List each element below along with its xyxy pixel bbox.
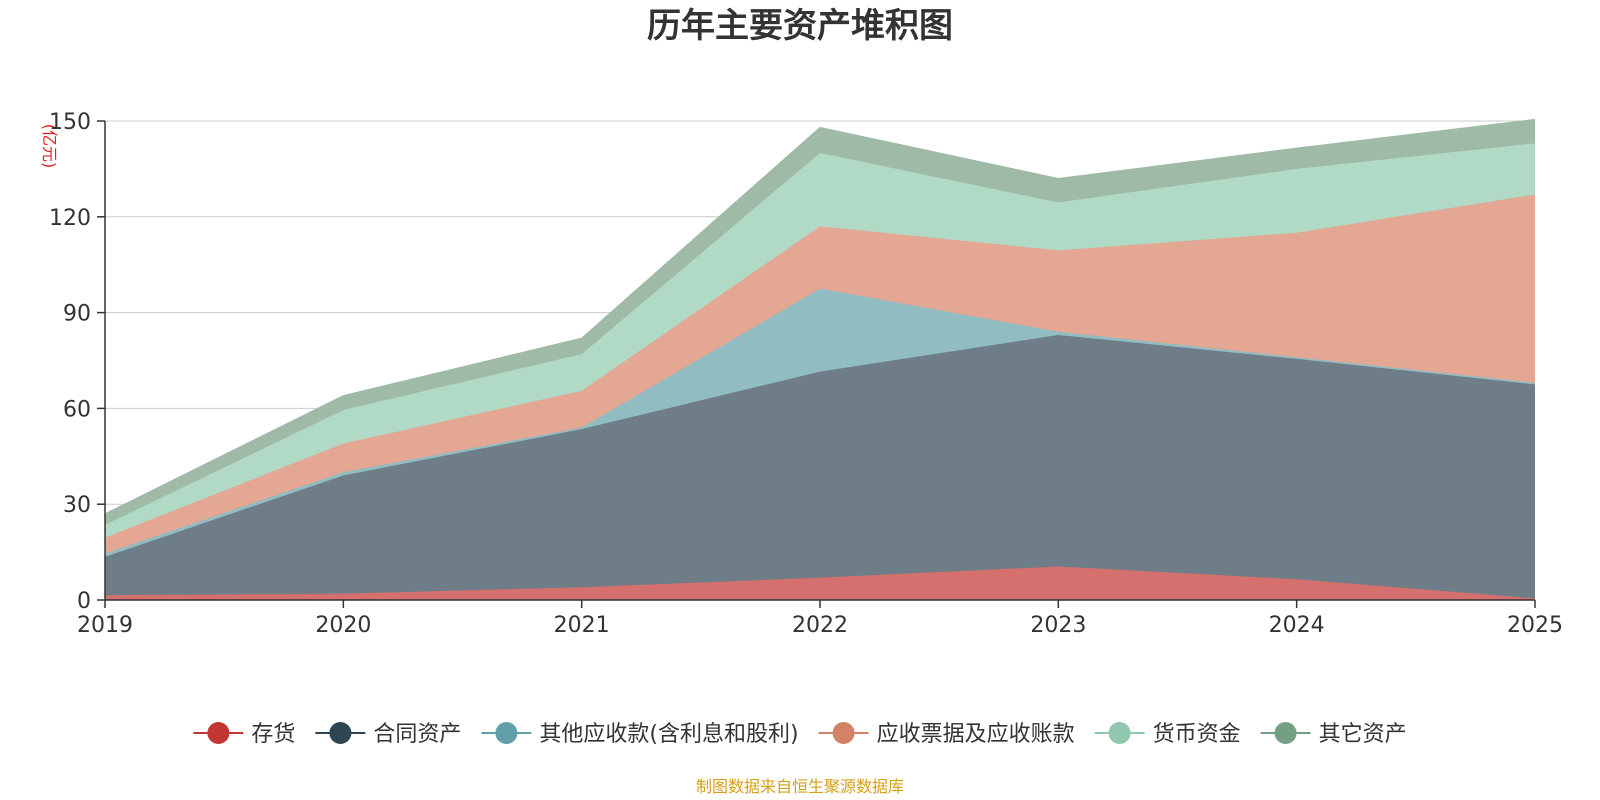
legend-label: 其他应收款(含利息和股利) [539,722,798,747]
legend-marker-circle [1108,722,1131,744]
area-series-line-6 [104,118,1536,515]
x-tick-label: 2023 [1030,613,1086,638]
area-series-group [104,118,1536,600]
x-tick-label: 2025 [1507,613,1563,638]
legend-item-6[interactable]: 其它资产 [1260,722,1407,747]
area-series-2 [105,334,1535,599]
x-axis-tick-labels: 2019 2020 2021 2022 2023 2024 2025 [77,613,1563,638]
legend-marker-circle [207,722,230,744]
y-tick-label: 90 [63,302,91,327]
legend-item-5[interactable]: 货币资金 [1094,722,1241,747]
legend-marker-circle [329,722,352,744]
area-series-5 [105,143,1535,538]
legend-marker-circle [495,722,518,744]
y-tick-label: 60 [63,397,91,422]
y-tick-label: 150 [49,110,91,135]
legend-item-2[interactable]: 合同资产 [315,722,461,747]
area-series-3 [105,288,1535,557]
y-axis-unit-label: (亿元) [40,124,59,169]
x-tick-label: 2020 [315,613,371,638]
y-axis-tick-labels: 0 30 60 90 120 150 [49,110,91,614]
legend-label: 合同资产 [373,722,461,747]
y-tick-label: 120 [49,206,91,231]
legend-item-1[interactable]: 存货 [193,722,295,747]
chart-title: 历年主要资产堆积图 [647,6,953,46]
legend-marker-circle [832,722,855,744]
legend-item-4[interactable]: 应收票据及应收账款 [818,722,1075,747]
legend-label: 其它资产 [1319,722,1407,747]
legend-label: 存货 [251,722,295,747]
area-series-4 [105,194,1535,554]
legend-marker-circle [1274,722,1297,744]
source-note: 制图数据来自恒生聚源数据库 [696,777,904,796]
area-series-1 [105,566,1535,600]
legend[interactable]: 存货 合同资产 其他应收款(含利息和股利) 应收票据及应收账款 货币资金 其它资产 [193,722,1407,747]
x-tick-label: 2022 [792,613,848,638]
y-tick-label: 30 [63,493,91,518]
legend-label: 应收票据及应收账款 [877,722,1075,747]
y-tick-label: 0 [77,589,91,614]
legend-item-3[interactable]: 其他应收款(含利息和股利) [481,722,799,747]
x-tick-label: 2021 [554,613,610,638]
legend-label: 货币资金 [1153,722,1241,747]
x-tick-label: 2019 [77,613,133,638]
x-tick-label: 2024 [1269,613,1325,638]
axes [97,120,1536,608]
